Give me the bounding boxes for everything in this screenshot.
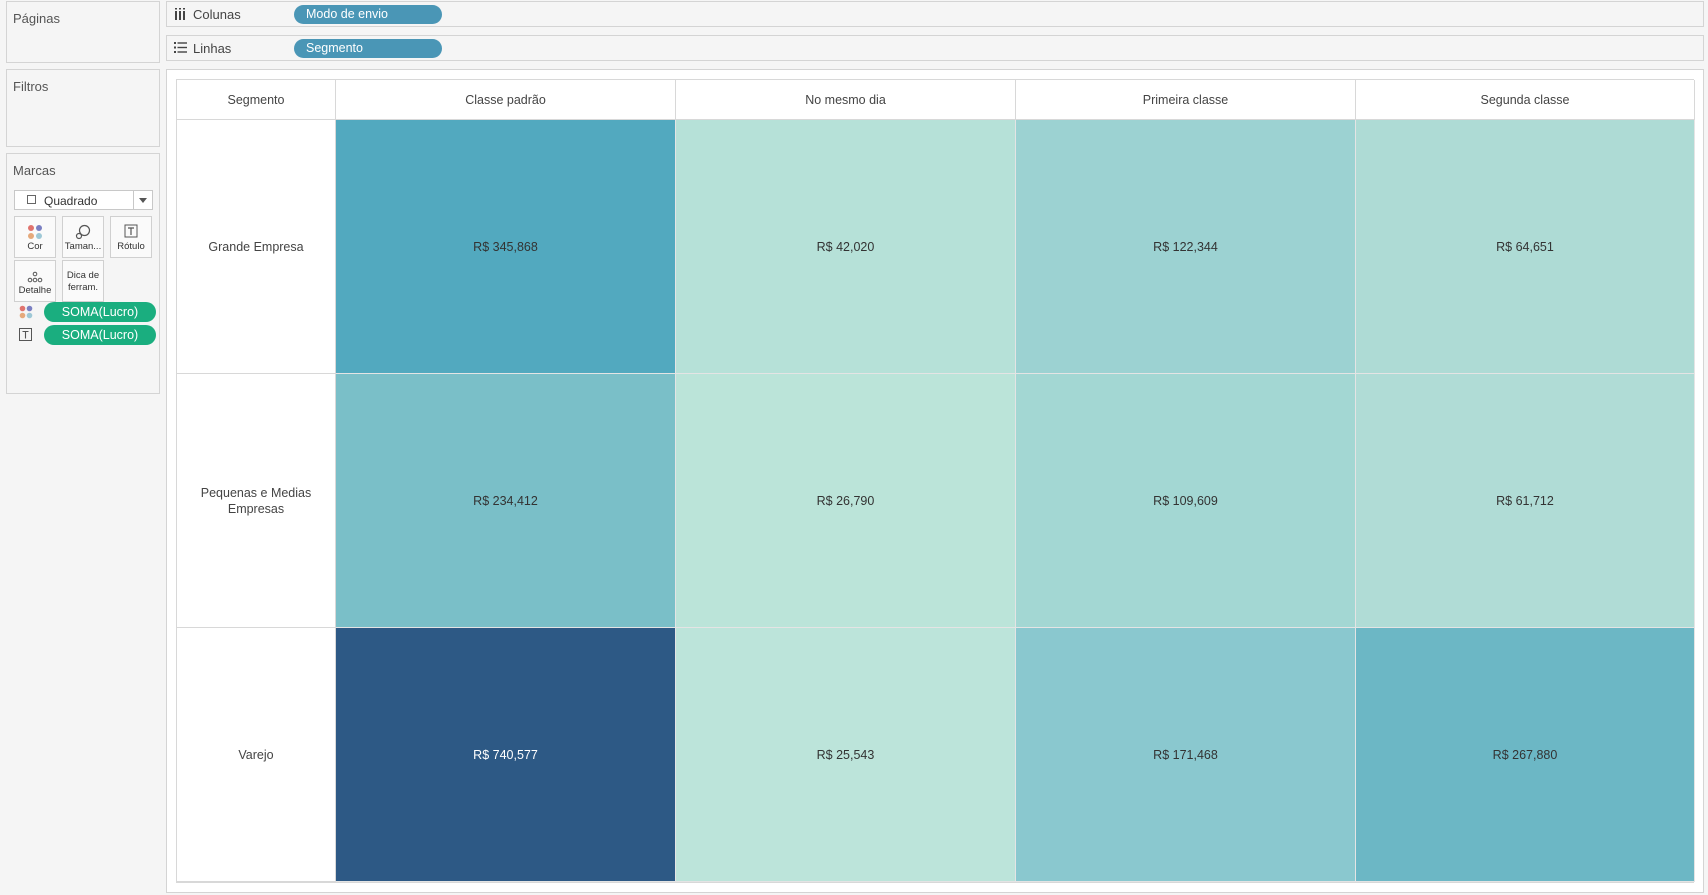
heatmap-cell[interactable]: R$ 740,577	[336, 628, 676, 882]
cell-value-label: R$ 42,020	[816, 239, 875, 254]
tooltip-button[interactable]: Dica de ferram.	[62, 260, 104, 302]
row-label[interactable]: Varejo	[177, 628, 336, 882]
rows-shelf-label: Linhas	[193, 41, 232, 56]
pages-title: Páginas	[13, 11, 60, 26]
row-label[interactable]: Grande Empresa	[177, 120, 336, 374]
columns-field-pill[interactable]: Modo de envio	[294, 5, 442, 24]
columns-shelf-label: Colunas	[193, 7, 241, 22]
size-button-label: Taman...	[64, 241, 102, 252]
detail-button[interactable]: Detalhe	[14, 260, 56, 302]
square-mark-icon	[27, 195, 36, 204]
label-field-pill[interactable]: SOMA(Lucro)	[44, 325, 156, 345]
cell-value-label: R$ 64,651	[1496, 239, 1554, 254]
heatmap-cell[interactable]: R$ 109,609	[1016, 374, 1356, 628]
cell-value-label: R$ 109,609	[1153, 493, 1218, 508]
heatmap-cell[interactable]: R$ 25,543	[676, 628, 1016, 882]
marks-title: Marcas	[13, 163, 56, 178]
detail-dots-icon	[27, 271, 43, 283]
heatmap-cell[interactable]: R$ 64,651	[1356, 120, 1695, 374]
mark-type-dropdown[interactable]: Quadrado	[14, 190, 153, 210]
text-label-icon	[19, 328, 32, 341]
cell-value-label: R$ 171,468	[1153, 747, 1218, 762]
heatmap-cell[interactable]: R$ 171,468	[1016, 628, 1356, 882]
size-button[interactable]: Taman...	[62, 216, 104, 258]
heatmap-cell[interactable]: R$ 42,020	[676, 120, 1016, 374]
filters-card[interactable]: Filtros	[6, 69, 160, 147]
cell-value-label: R$ 25,543	[816, 747, 875, 762]
dropdown-arrow-box[interactable]	[133, 191, 152, 209]
columns-icon	[175, 8, 185, 20]
color-dots-icon	[19, 305, 33, 319]
rows-shelf[interactable]: Linhas Segmento	[166, 35, 1704, 61]
tooltip-label-line1: Dica de	[66, 270, 100, 281]
column-header[interactable]: Segunda classe	[1356, 80, 1695, 120]
color-button[interactable]: Cor	[14, 216, 56, 258]
label-button-label: Rótulo	[117, 241, 145, 252]
column-header[interactable]: Primeira classe	[1016, 80, 1356, 120]
marks-card: Marcas Quadrado Cor Taman... Rótulo	[6, 153, 160, 394]
cell-value-label: R$ 122,344	[1153, 239, 1218, 254]
text-label-icon	[124, 224, 138, 238]
chevron-down-icon	[139, 198, 147, 203]
color-button-label: Cor	[27, 241, 43, 252]
tooltip-label-line2: ferram.	[67, 282, 99, 293]
heatmap-cell[interactable]: R$ 26,790	[676, 374, 1016, 628]
column-header[interactable]: Classe padrão	[336, 80, 676, 120]
columns-shelf[interactable]: Colunas Modo de envio	[166, 1, 1704, 27]
cell-value-label: R$ 740,577	[473, 747, 538, 762]
cell-value-label: R$ 234,412	[473, 493, 538, 508]
row-header[interactable]: Segmento	[177, 80, 336, 120]
filters-title: Filtros	[13, 79, 49, 94]
color-field-pill[interactable]: SOMA(Lucro)	[44, 302, 156, 322]
heatmap-cell[interactable]: R$ 234,412	[336, 374, 676, 628]
column-header[interactable]: No mesmo dia	[676, 80, 1016, 120]
cell-value-label: R$ 345,868	[473, 239, 538, 254]
color-dots-icon	[28, 225, 42, 239]
heatmap-table[interactable]: Segmento Classe padrão No mesmo dia Primei…	[176, 79, 1695, 883]
row-label[interactable]: Pequenas e Medias Empresas	[177, 374, 336, 628]
rows-icon	[174, 42, 187, 53]
pages-card[interactable]: Páginas	[6, 1, 160, 63]
heatmap-cell[interactable]: R$ 267,880	[1356, 628, 1695, 882]
tooltip-button-text: Dica de ferram.	[63, 270, 103, 294]
label-button[interactable]: Rótulo	[110, 216, 152, 258]
heatmap-cell[interactable]: R$ 122,344	[1016, 120, 1356, 374]
size-icon	[75, 224, 91, 240]
cell-value-label: R$ 61,712	[1496, 493, 1554, 508]
cell-value-label: R$ 26,790	[816, 493, 875, 508]
detail-button-label: Detalhe	[18, 285, 52, 296]
heatmap-cell[interactable]: R$ 345,868	[336, 120, 676, 374]
rows-field-pill[interactable]: Segmento	[294, 39, 442, 58]
cell-value-label: R$ 267,880	[1492, 747, 1558, 762]
heatmap-cell[interactable]: R$ 61,712	[1356, 374, 1695, 628]
mark-type-label: Quadrado	[44, 194, 98, 208]
